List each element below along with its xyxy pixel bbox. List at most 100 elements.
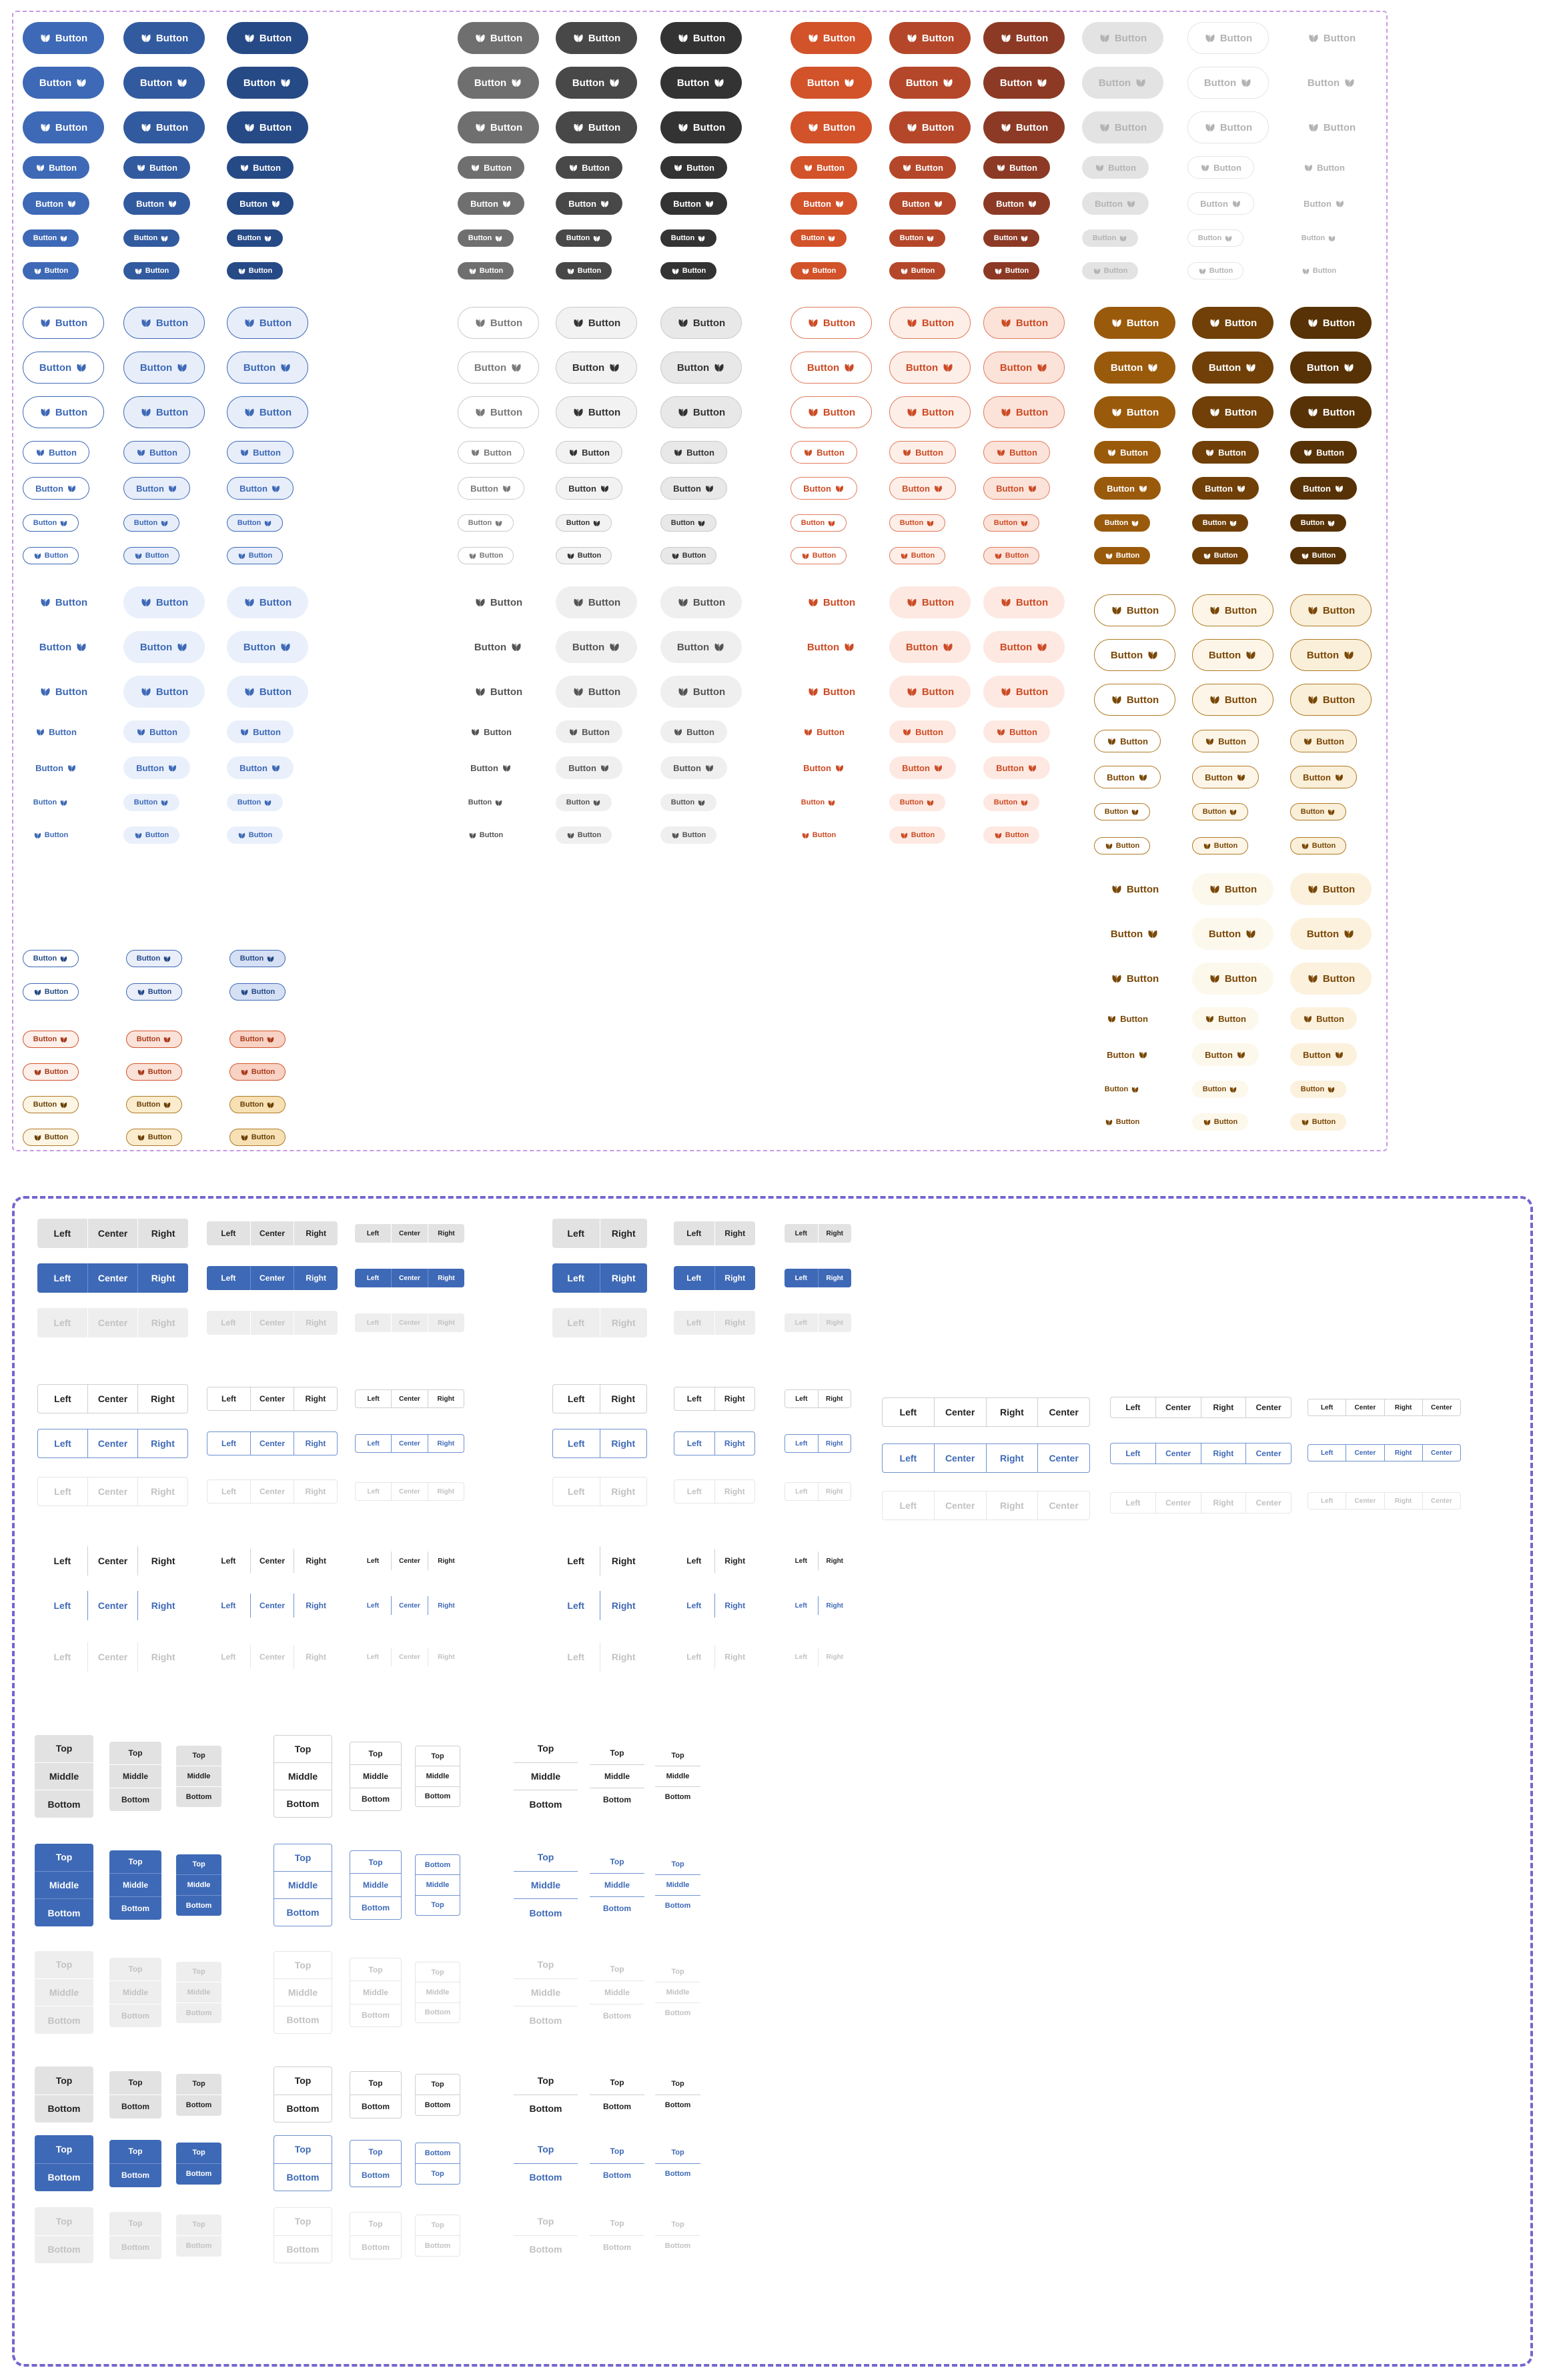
badge-button[interactable]: Button	[23, 950, 79, 967]
badge-button[interactable]: Button	[126, 1063, 182, 1081]
brown-filled-button[interactable]: Button	[1094, 441, 1161, 464]
gray-ghost-button[interactable]: Button	[458, 720, 524, 743]
badge-button[interactable]: Button	[126, 1031, 182, 1048]
segment-left[interactable]: Left	[795, 1653, 807, 1661]
segment-top[interactable]: Top	[192, 1860, 205, 1868]
segment-right[interactable]: Right	[137, 1263, 188, 1293]
red-filled-button[interactable]: Button	[791, 67, 872, 99]
brown-outline-button[interactable]: Button	[1192, 639, 1273, 671]
segment-right[interactable]: Right	[985, 1444, 1038, 1472]
segment-bottom[interactable]: Bottom	[590, 2235, 644, 2259]
segment-center[interactable]: Center	[1037, 1444, 1089, 1472]
segment-left[interactable]: Left	[686, 1273, 702, 1283]
segment-center[interactable]: Center	[391, 1648, 428, 1666]
segment-top[interactable]: Top	[128, 1748, 143, 1758]
segment-left[interactable]: Left	[367, 1488, 380, 1496]
disabled-ghost-button[interactable]: Button	[1291, 262, 1347, 279]
segment-center[interactable]: Center	[87, 1642, 138, 1672]
disabled-filled-button[interactable]: Button	[1082, 229, 1138, 247]
segment-center[interactable]: Center	[1346, 1399, 1384, 1415]
segment-left[interactable]: Left	[221, 1601, 236, 1610]
disabled-outline-button[interactable]: Button	[1187, 111, 1269, 143]
segment-right[interactable]: Right	[137, 1642, 188, 1672]
disabled-filled-button[interactable]: Button	[1082, 156, 1149, 179]
blue-outline-button[interactable]: Button	[23, 352, 104, 384]
red-outline-button[interactable]: Button	[983, 547, 1039, 564]
brown-ghost-button[interactable]: Button	[1094, 1007, 1161, 1030]
segment-middle[interactable]: Middle	[514, 1870, 578, 1899]
segment-top[interactable]: Top	[55, 1852, 73, 1863]
blue-filled-button[interactable]: Button	[227, 262, 283, 279]
segment-center[interactable]: Center	[1346, 1493, 1384, 1509]
brown-outline-button[interactable]: Button	[1094, 594, 1175, 626]
segment-top[interactable]: Top	[671, 2080, 684, 2088]
brown-outline-button[interactable]: Button	[1290, 803, 1346, 820]
segment-bottom[interactable]: Bottom	[590, 1788, 644, 1811]
blue-outline-button[interactable]: Button	[123, 441, 190, 464]
segment-right[interactable]: Right	[294, 1221, 338, 1245]
brown-outline-button[interactable]: Button	[1290, 837, 1346, 854]
segment-left[interactable]: Left	[567, 1228, 585, 1239]
segment-bottom[interactable]: Bottom	[176, 2163, 221, 2185]
segment-bottom[interactable]: Bottom	[35, 2163, 93, 2192]
brown-outline-button[interactable]: Button	[1192, 730, 1259, 752]
blue-filled-button[interactable]: Button	[23, 67, 104, 99]
segment-middle[interactable]: Middle	[655, 1874, 700, 1895]
brown-ghost-button[interactable]: Button	[1192, 918, 1273, 950]
segment-center[interactable]: Center	[1346, 1445, 1384, 1461]
segment-left[interactable]: Left	[567, 1486, 585, 1497]
segment-bottom[interactable]: Bottom	[655, 1895, 700, 1916]
segment-bottom[interactable]: Bottom	[274, 1898, 332, 1926]
segment-bottom[interactable]: Bottom	[350, 1787, 401, 1810]
segment-top[interactable]: Top	[128, 2147, 143, 2156]
segment-top[interactable]: Top	[671, 2149, 684, 2157]
red-ghost-button[interactable]: Button	[983, 631, 1065, 663]
badge-button[interactable]: Button	[229, 1129, 286, 1146]
segment-right[interactable]: Right	[137, 1385, 187, 1413]
segment-right[interactable]: Right	[714, 1549, 756, 1573]
segment-top[interactable]: Top	[610, 1857, 624, 1866]
segment-top[interactable]: Top	[128, 1857, 143, 1866]
brown-ghost-button[interactable]: Button	[1290, 1113, 1346, 1131]
segment-right[interactable]: Right	[817, 1224, 852, 1243]
brown-ghost-button[interactable]: Button	[1290, 963, 1372, 995]
segment-top[interactable]: Top	[416, 2163, 460, 2184]
blue-ghost-button[interactable]: Button	[227, 794, 283, 811]
brown-filled-button[interactable]: Button	[1094, 514, 1150, 532]
segment-right[interactable]: Right	[714, 1311, 756, 1335]
segment-right[interactable]: Right	[817, 1390, 851, 1407]
blue-ghost-button[interactable]: Button	[23, 631, 104, 663]
brown-ghost-button[interactable]: Button	[1192, 873, 1273, 905]
segment-left[interactable]: Left	[367, 1395, 380, 1403]
brown-outline-button[interactable]: Button	[1192, 803, 1248, 820]
badge-button[interactable]: Button	[23, 1129, 79, 1146]
red-filled-button[interactable]: Button	[791, 111, 872, 143]
segment-bottom[interactable]: Bottom	[176, 2094, 221, 2116]
disabled-outline-button[interactable]: Button	[1187, 192, 1254, 215]
segment-bottom[interactable]: Bottom	[109, 2094, 161, 2119]
gray-ghost-button[interactable]: Button	[660, 756, 727, 779]
segment-left[interactable]: Left	[1125, 1449, 1141, 1458]
segment-bottom[interactable]: Bottom	[514, 1898, 578, 1926]
brown-ghost-button[interactable]: Button	[1094, 873, 1175, 905]
blue-outline-button[interactable]: Button	[227, 352, 308, 384]
segment-right[interactable]: Right	[985, 1492, 1038, 1520]
brown-outline-button[interactable]: Button	[1290, 730, 1357, 752]
segment-right[interactable]: Right	[599, 1385, 647, 1413]
segment-left[interactable]: Left	[221, 1487, 236, 1496]
disabled-outline-button[interactable]: Button	[1187, 156, 1254, 179]
red-ghost-button[interactable]: Button	[889, 720, 956, 743]
segment-left[interactable]: Left	[686, 1439, 702, 1448]
gray-outline-button[interactable]: Button	[458, 477, 524, 500]
segment-center[interactable]: Center	[391, 1435, 427, 1452]
brown-outline-button[interactable]: Button	[1192, 594, 1273, 626]
gray-filled-button[interactable]: Button	[660, 192, 727, 215]
gray-filled-button[interactable]: Button	[556, 156, 622, 179]
segment-middle[interactable]: Middle	[35, 1762, 93, 1790]
brown-filled-button[interactable]: Button	[1290, 307, 1372, 339]
segment-center[interactable]: Center	[87, 1546, 138, 1576]
disabled-ghost-button[interactable]: Button	[1291, 229, 1347, 247]
blue-outline-button[interactable]: Button	[123, 514, 179, 532]
gray-outline-button[interactable]: Button	[458, 307, 539, 339]
segment-center[interactable]: Center	[1422, 1493, 1460, 1509]
